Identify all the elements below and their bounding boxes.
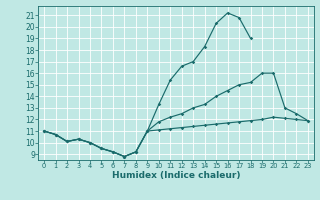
X-axis label: Humidex (Indice chaleur): Humidex (Indice chaleur) xyxy=(112,171,240,180)
